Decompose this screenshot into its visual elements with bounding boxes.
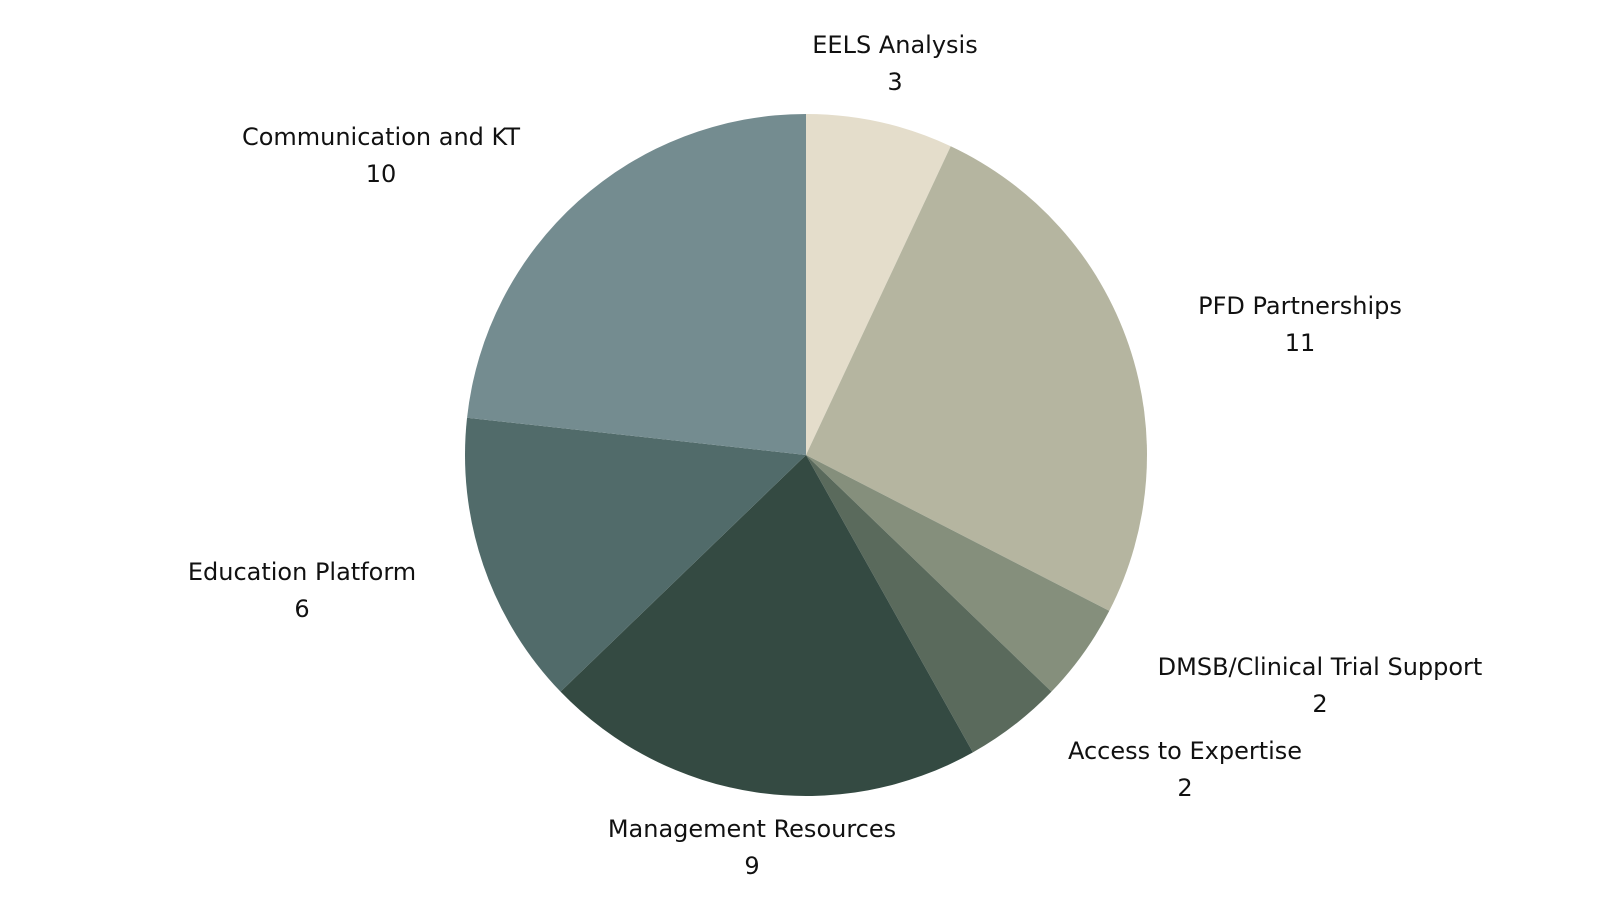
slice-label: DMSB/Clinical Trial Support xyxy=(1158,653,1483,681)
pie-slice-eels-analysis xyxy=(806,114,951,455)
pie-slices xyxy=(465,114,1147,796)
slice-label: PFD Partnerships xyxy=(1198,292,1402,320)
pie-labels: EELS Analysis 3 PFD Partnerships 11 DMSB/Cli… xyxy=(188,31,1483,880)
slice-value-label: 9 xyxy=(744,852,759,880)
pie-slice-dmsb-clinical-trial-support xyxy=(806,455,1110,692)
slice-value-label: 11 xyxy=(1285,329,1316,357)
slice-value-label: 3 xyxy=(887,68,902,96)
slice-label: EELS Analysis xyxy=(812,31,977,59)
slice-label: Management Resources xyxy=(608,815,896,843)
pie-slice-education-platform xyxy=(465,417,806,692)
pie-slice-access-to-expertise xyxy=(806,455,1052,753)
pie-slice-management-resources xyxy=(560,455,973,796)
slice-value-label: 2 xyxy=(1312,690,1327,718)
slice-value-label: 10 xyxy=(366,160,397,188)
slice-label: Education Platform xyxy=(188,558,416,586)
slice-value-label: 6 xyxy=(294,595,309,623)
slice-label: Access to Expertise xyxy=(1068,737,1302,765)
slice-value-label: 2 xyxy=(1177,774,1192,802)
pie-slice-communication-and-kt xyxy=(467,114,806,455)
slice-label: Communication and KT xyxy=(242,123,520,151)
pie-slice-pfd-partnerships xyxy=(806,146,1147,611)
